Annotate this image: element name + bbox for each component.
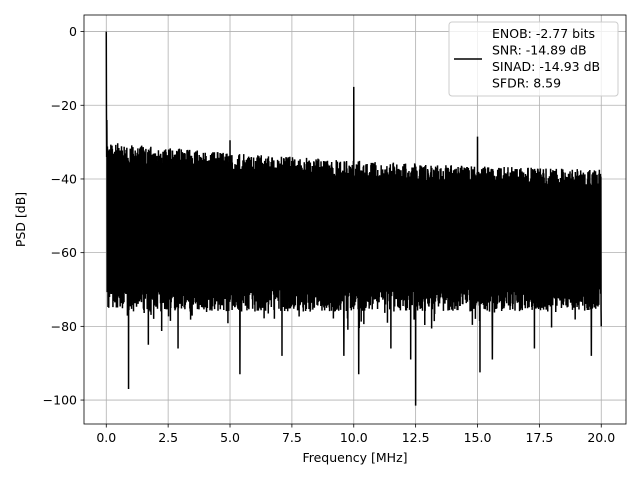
y-axis-label: PSD [dB] <box>13 192 28 247</box>
legend-entry-sfdr: SFDR: 8.59 <box>492 76 561 91</box>
x-axis-ticks: 0.0 2.5 5.0 7.5 10.0 12.5 15.0 17.5 20.0 <box>96 424 615 445</box>
x-tick-label: 10.0 <box>340 430 368 445</box>
legend-entry-sinad: SINAD: -14.93 dB <box>492 59 600 74</box>
y-tick-label: −60 <box>51 245 77 260</box>
x-tick-label: 15.0 <box>464 430 492 445</box>
psd-series-line <box>105 31 602 406</box>
legend-entry-snr: SNR: -14.89 dB <box>492 43 587 58</box>
y-tick-label: −80 <box>51 319 77 334</box>
x-tick-label: 20.0 <box>587 430 615 445</box>
y-tick-label: −20 <box>51 98 77 113</box>
y-axis-ticks: 0 −20 −40 −60 −80 −100 <box>43 24 84 408</box>
legend: ENOB: -2.77 bits SNR: -14.89 dB SINAD: -… <box>448 21 619 97</box>
x-axis-label: Frequency [MHz] <box>302 450 407 465</box>
y-tick-label: −100 <box>43 393 77 408</box>
x-tick-label: 17.5 <box>525 430 553 445</box>
x-tick-label: 0.0 <box>96 430 116 445</box>
legend-box <box>448 21 619 97</box>
legend-entry-enob: ENOB: -2.77 bits <box>492 26 595 41</box>
plot-frame <box>83 14 627 425</box>
plot-area <box>105 31 602 406</box>
x-tick-label: 2.5 <box>158 430 178 445</box>
x-tick-label: 7.5 <box>282 430 302 445</box>
y-tick-label: −40 <box>51 171 77 186</box>
x-tick-label: 12.5 <box>402 430 430 445</box>
x-tick-label: 5.0 <box>220 430 240 445</box>
y-tick-label: 0 <box>69 24 77 39</box>
